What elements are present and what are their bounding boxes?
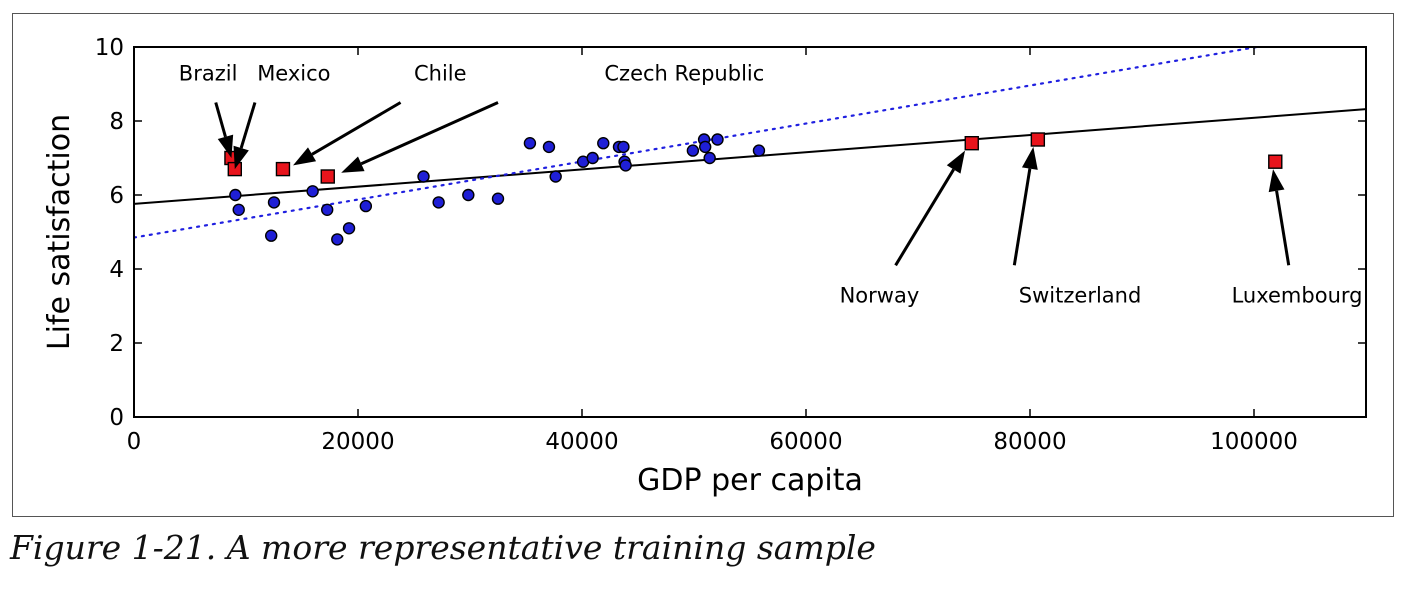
arrow-head-luxembourg [1268,169,1285,193]
square-point-czech-republic [320,169,335,184]
circle-point [229,188,242,202]
circle-point [586,151,599,165]
x-tick-label: 60000 [769,429,842,455]
annotation-label-luxembourg: Luxembourg [1232,283,1363,307]
plot-area-border [133,46,1367,418]
annotation-label-switzerland: Switzerland [1019,283,1142,307]
x-tick-label: 80000 [993,429,1066,455]
arrow-shaft-luxembourg [1275,190,1291,266]
circle-point [417,170,430,183]
circle-point [267,196,281,209]
circle-point [617,140,630,154]
circle-point [549,170,562,183]
figure-frame: 0 20000 40000 60000 80000 100000 0 2 4 6 8 10 Brazi… [12,13,1394,517]
arrow-shaft-norway [894,168,955,267]
x-tick-label: 100000 [1210,429,1298,455]
arrow-shaft-czech-republic [360,101,499,166]
annotations: Brazil Mexico Chile Czech Republic Norway Swi… [179,61,1363,307]
arrow-head-chile [293,147,317,166]
arrow-head-mexico [233,145,249,170]
x-tick-label: 40000 [545,429,618,455]
arrow-shaft-chile [311,101,402,156]
scatter-chart: 0 20000 40000 60000 80000 100000 0 2 4 6 8 10 Brazi… [42,35,1367,498]
circle-point [699,140,712,154]
circle-point [342,222,356,235]
square-point-chile [275,161,291,177]
arrow-shaft-mexico [239,102,257,149]
circle-point [523,136,537,150]
x-tick-label: 0 [127,429,142,455]
square-point-switzerland [1030,132,1046,147]
circle-point [432,196,445,209]
circle-point [711,133,724,146]
data-points [224,132,1283,246]
annotation-label-czech-republic: Czech Republic [604,61,764,85]
circle-point [619,159,632,172]
circle-point [542,140,556,154]
circle-point [686,144,700,157]
y-tick-label: 2 [109,331,124,357]
circle-point [232,203,245,217]
x-tick-label: 20000 [321,429,394,455]
figure-caption: Figure 1-21. A more representative train… [10,528,876,567]
annotation-label-mexico: Mexico [257,61,330,85]
circle-point [491,192,505,205]
circle-point [752,144,766,157]
fit-lines [134,47,1366,239]
circle-point [321,203,334,217]
y-tick-label: 10 [95,35,124,61]
circle-point [597,136,610,150]
circle-point [462,188,475,202]
square-point-luxembourg [1268,154,1283,169]
arrow-head-switzerland [1021,146,1038,170]
dotted-fit-line [134,47,1264,239]
annotation-label-brazil: Brazil [179,61,238,85]
arrow-head-brazil [217,134,234,158]
circle-point [703,151,716,165]
y-axis-title: Life satisfaction [42,114,77,350]
solid-fit-line [134,108,1366,205]
circle-point [265,229,278,242]
arrow-head-czech-republic [341,156,365,173]
circle-point [306,185,319,198]
circle-point [359,199,373,213]
annotation-label-chile: Chile [414,61,467,85]
arrow-head-norway [946,150,966,174]
arrow-shaft-switzerland [1012,168,1032,266]
y-tick-label: 8 [109,109,124,135]
annotation-label-norway: Norway [840,283,920,307]
y-tick-label: 0 [109,405,124,431]
y-tick-label: 4 [109,257,124,283]
y-tick-label: 6 [109,183,124,209]
square-point-norway [964,135,979,151]
x-axis-title: GDP per capita [637,463,863,498]
circle-point [331,233,344,246]
arrow-shaft-brazil [214,102,227,138]
axis-ticks: 0 20000 40000 60000 80000 100000 0 2 4 6 8 10 [95,35,1366,455]
